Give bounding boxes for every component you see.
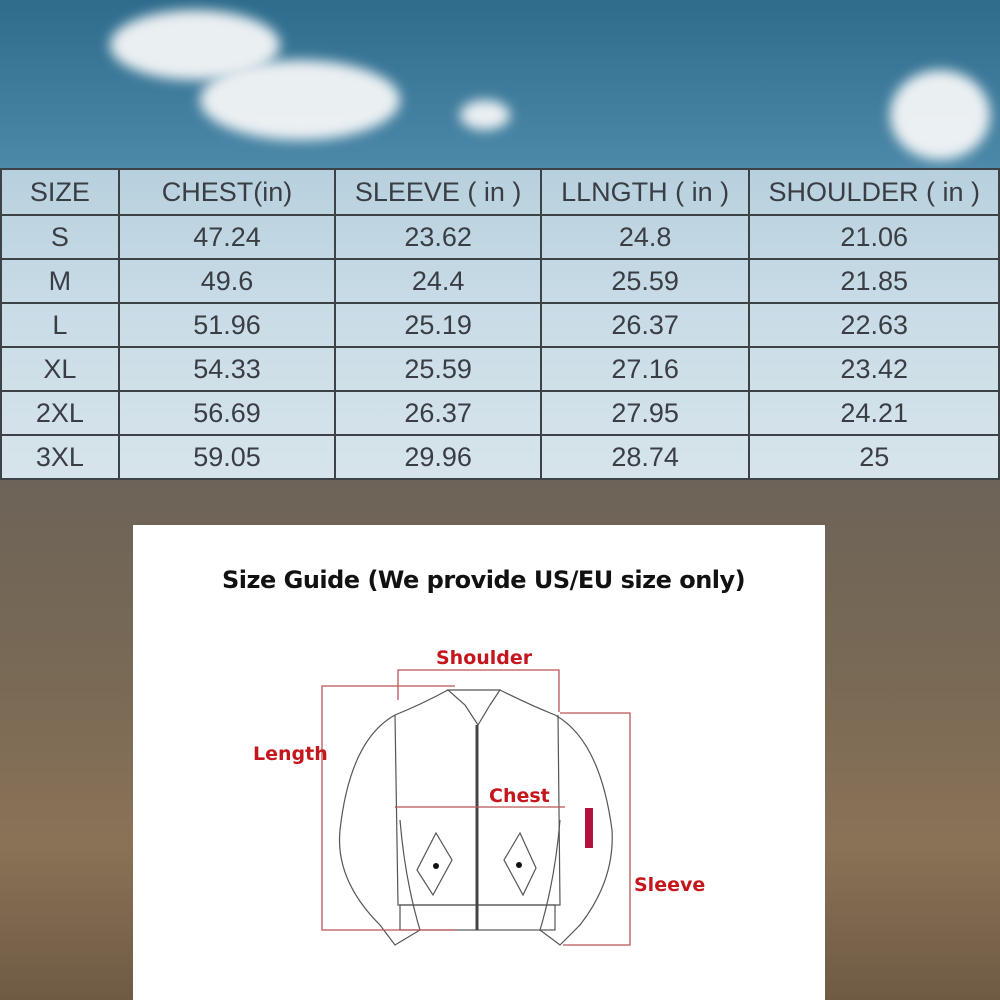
cell: XL (0, 346, 120, 392)
cell: 28.74 (539, 434, 751, 480)
cell: M (0, 258, 120, 304)
cell: 27.16 (539, 346, 751, 392)
cell: 25.19 (334, 302, 542, 348)
cell: L (0, 302, 120, 348)
header-shoulder: SHOULDER ( in ) (748, 168, 1000, 216)
cell: 24.21 (748, 390, 1000, 436)
cell: 26.37 (539, 302, 751, 348)
size-guide-title: Size Guide (We provide US/EU size only) (222, 566, 746, 594)
cell: 23.62 (334, 214, 542, 260)
sleeve-measure-line (560, 712, 631, 946)
cell: 27.95 (539, 390, 751, 436)
cell: 25.59 (334, 346, 542, 392)
cell: 54.33 (117, 346, 337, 392)
cell: 23.42 (748, 346, 1000, 392)
chest-label: Chest (489, 785, 550, 807)
cell: 3XL (0, 434, 120, 480)
header-length: LLNGTH ( in ) (539, 168, 751, 216)
cell: 29.96 (334, 434, 542, 480)
cell: 24.4 (334, 258, 542, 304)
cloud (200, 60, 400, 140)
cell: 59.05 (117, 434, 337, 480)
sleeve-zip-tag (585, 808, 593, 848)
cell: 2XL (0, 390, 120, 436)
cell: 25 (748, 434, 1000, 480)
header-sleeve: SLEEVE ( in ) (334, 168, 542, 216)
length-measure-line (321, 685, 455, 931)
cell: 51.96 (117, 302, 337, 348)
cell: 49.6 (117, 258, 337, 304)
table-row: 3XL 59.05 29.96 28.74 25 (0, 434, 1000, 480)
cell: 24.8 (539, 214, 751, 260)
size-chart-table: SIZE CHEST(in) SLEEVE ( in ) LLNGTH ( in… (0, 168, 1000, 480)
cell: 47.24 (117, 214, 337, 260)
shoulder-label: Shoulder (436, 647, 533, 669)
header-chest: CHEST(in) (117, 168, 337, 216)
table-row: 2XL 56.69 26.37 27.95 24.21 (0, 390, 1000, 436)
sleeve-label: Sleeve (634, 874, 706, 896)
cloud (890, 70, 990, 160)
table-header-row: SIZE CHEST(in) SLEEVE ( in ) LLNGTH ( in… (0, 168, 1000, 216)
table-row: L 51.96 25.19 26.37 22.63 (0, 302, 1000, 348)
cell: S (0, 214, 120, 260)
jacket-outline (338, 689, 613, 946)
table-row: M 49.6 24.4 25.59 21.85 (0, 258, 1000, 304)
cell: 21.06 (748, 214, 1000, 260)
shoulder-measure-line (397, 669, 560, 712)
pocket-button (516, 862, 522, 868)
cell: 21.85 (748, 258, 1000, 304)
table-row: S 47.24 23.62 24.8 21.06 (0, 214, 1000, 260)
cell: 56.69 (117, 390, 337, 436)
pocket-button (433, 863, 439, 869)
cloud (460, 100, 510, 130)
table-row: XL 54.33 25.59 27.16 23.42 (0, 346, 1000, 392)
cell: 25.59 (539, 258, 751, 304)
cell: 26.37 (334, 390, 542, 436)
size-guide-panel (133, 525, 825, 1000)
header-size: SIZE (0, 168, 120, 216)
length-label: Length (253, 743, 328, 765)
cell: 22.63 (748, 302, 1000, 348)
measure-lines (321, 669, 631, 946)
